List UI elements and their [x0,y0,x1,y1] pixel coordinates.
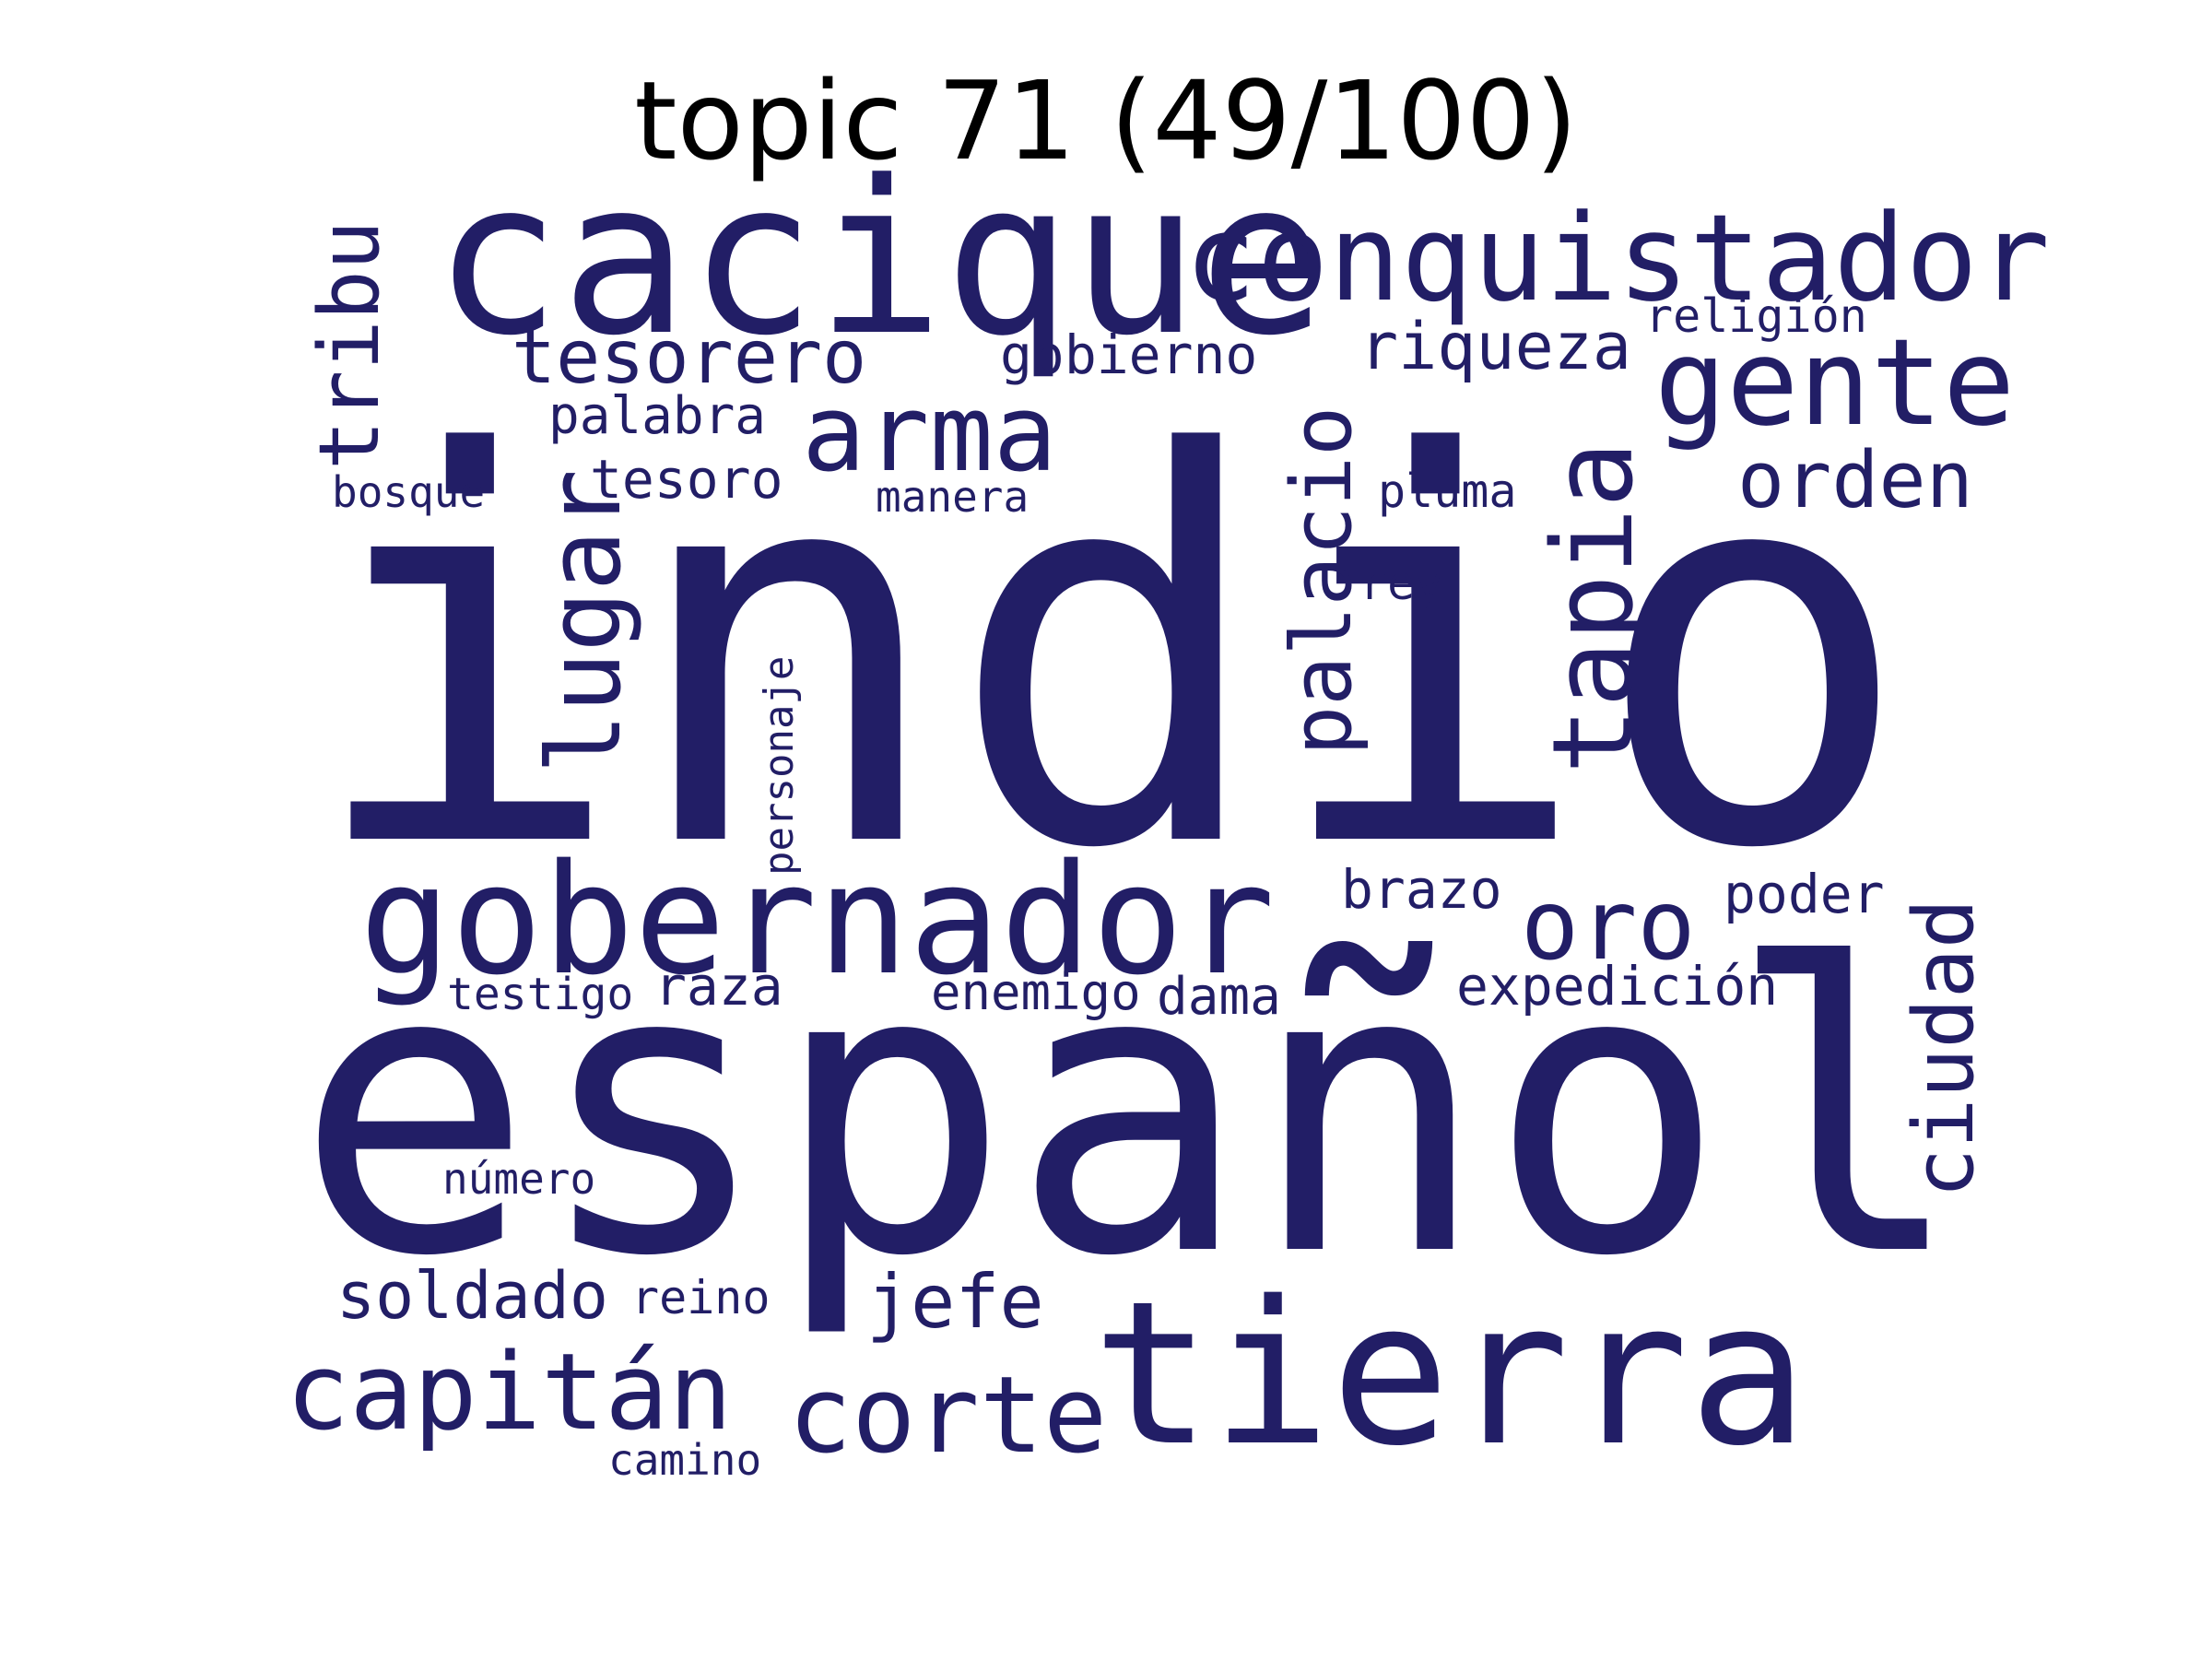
word-espanol: español [295,882,1965,1343]
word-orden: orden [1737,435,1973,526]
word-tribu: tribu [301,220,398,470]
word-pluma: pluma [1378,465,1517,518]
word-tesoro: tesoro [590,448,783,511]
word-dama: dama [1157,967,1281,1027]
word-camino: camino [608,1435,761,1485]
word-tesorero: tesorero [512,314,866,400]
word-soldado: soldado [336,1258,608,1334]
word-tierra: tierra [1092,1258,1808,1489]
word-testigo: testigo [447,969,633,1020]
word-raza: raza [654,955,783,1018]
word-bosque: bosque [332,467,485,517]
word-expedicion: expedición [1456,955,1778,1018]
word-capitan: capitán [286,1331,733,1454]
word-oro: oro [1521,869,1696,982]
word-arma: arma [802,372,1057,496]
word-cacique: cacique [433,136,1326,382]
word-personaje: personaje [756,656,803,876]
word-numero: número [442,1154,595,1204]
word-rey: rey [1359,557,1442,610]
word-poder: poder [1724,863,1885,925]
figure-title: topic 71 (49/100) [634,57,1578,184]
word-ciudad: ciudad [1896,899,1993,1198]
word-palabra: palabra [548,386,766,446]
word-indio: indio [304,343,1913,965]
word-tapia: tapia [1530,441,1658,774]
word-gobierno: gobierno [1000,324,1257,386]
word-jefe: jefe [866,1259,1044,1345]
word-brazo: brazo [1341,858,1502,921]
word-lugar: lugar [525,469,643,774]
word-gente: gente [1654,312,2015,453]
word-religion: religión [1645,289,1867,343]
word-corte: corte [788,1354,1107,1477]
word-conquistador: conquistador [1184,188,2050,328]
word-manera: manera [876,472,1029,522]
word-palacio: palacio [1274,406,1371,756]
word-reino: reino [631,1271,771,1324]
word-gobernador: gobernador [359,831,1275,1008]
word-enemigo: enemigo [931,963,1141,1021]
word-riqueza: riqueza [1359,309,1631,384]
